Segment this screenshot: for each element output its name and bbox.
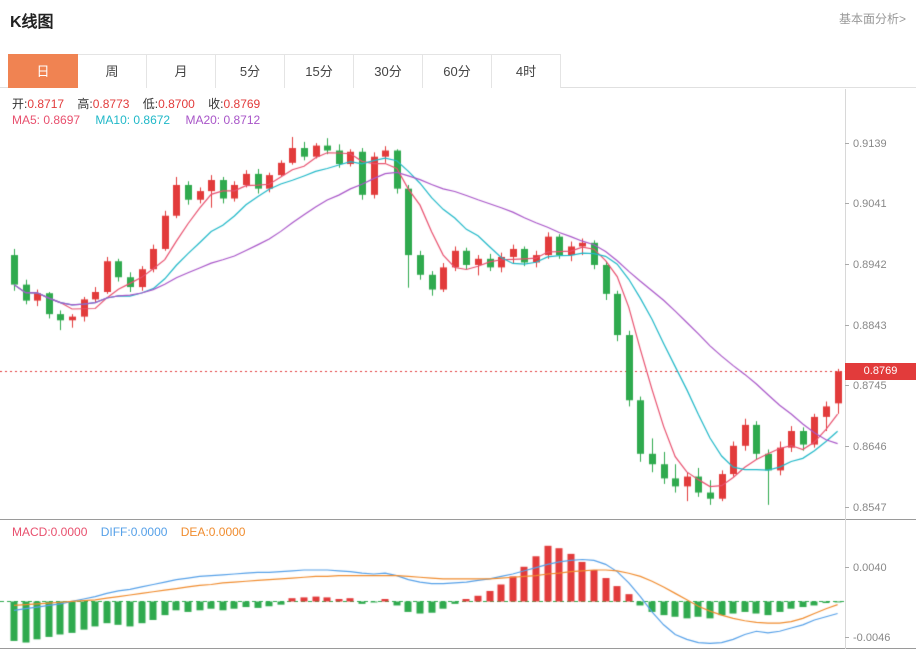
ma-legend: MA5: 0.8697 MA10: 0.8672 MA20: 0.8712 [12, 113, 272, 127]
open-label: 开: [12, 97, 28, 111]
page-title: K线图 [10, 14, 54, 31]
y-axis-label: 0.0040 [845, 562, 887, 574]
panel-divider [0, 519, 916, 520]
y-axis-label: 0.9041 [845, 198, 887, 210]
high-value: 0.8773 [92, 97, 130, 111]
close-value: 0.8769 [223, 97, 261, 111]
page-header: K线图 基本面分析> [0, 0, 916, 54]
ohlc-legend: 开:0.8717 高:0.8773 低:0.8700 收:0.8769 [12, 95, 270, 112]
last-price-badge: 0.8769 [845, 363, 916, 380]
chart-region: 开:0.8717 高:0.8773 低:0.8700 收:0.8769 MA5:… [0, 89, 916, 651]
ma20-value: MA20: 0.8712 [185, 113, 261, 127]
timeframe-tabs: 日 周 月 5分 15分 30分 60分 4时 [0, 54, 916, 88]
macd-value: MACD:0.0000 [12, 525, 88, 539]
price-axis: 0.9139 0.9041 0.8942 0.8843 0.8745 0.8646 0.85… [844, 89, 916, 649]
tab-5min[interactable]: 5分 [215, 54, 285, 88]
ma10-value: MA10: 0.8672 [95, 113, 171, 127]
low-label: 低: [142, 97, 159, 111]
y-axis-label: 0.8745 [845, 380, 887, 392]
bottom-border [0, 648, 916, 649]
y-axis-label: 0.8843 [845, 320, 887, 332]
macd-chart[interactable] [0, 520, 846, 649]
tab-week[interactable]: 周 [77, 54, 147, 88]
macd-legend: MACD:0.0000 DIFF:0.0000 DEA:0.0000 [12, 525, 255, 539]
tab-60min[interactable]: 60分 [422, 54, 492, 88]
y-axis-label: 0.8942 [845, 259, 887, 271]
tab-month[interactable]: 月 [146, 54, 216, 88]
candlestick-chart[interactable] [0, 89, 846, 519]
ma5-value: MA5: 0.8697 [12, 113, 81, 127]
y-axis-label: -0.0046 [844, 632, 891, 644]
tab-30min[interactable]: 30分 [353, 54, 423, 88]
fundamental-analysis-link[interactable]: 基本面分析> [838, 12, 906, 26]
open-value: 0.8717 [27, 97, 65, 111]
dea-value: DEA:0.0000 [180, 525, 246, 539]
tab-15min[interactable]: 15分 [284, 54, 354, 88]
tab-day[interactable]: 日 [8, 54, 78, 88]
tab-4hour[interactable]: 4时 [491, 54, 561, 88]
y-axis-label: 0.9139 [845, 138, 887, 150]
low-value: 0.8700 [158, 97, 195, 111]
high-label: 高: [77, 97, 93, 111]
y-axis-label: 0.8547 [845, 502, 887, 514]
close-label: 收: [208, 97, 224, 111]
diff-value: DIFF:0.0000 [100, 525, 168, 539]
y-axis-label: 0.8646 [845, 441, 887, 453]
